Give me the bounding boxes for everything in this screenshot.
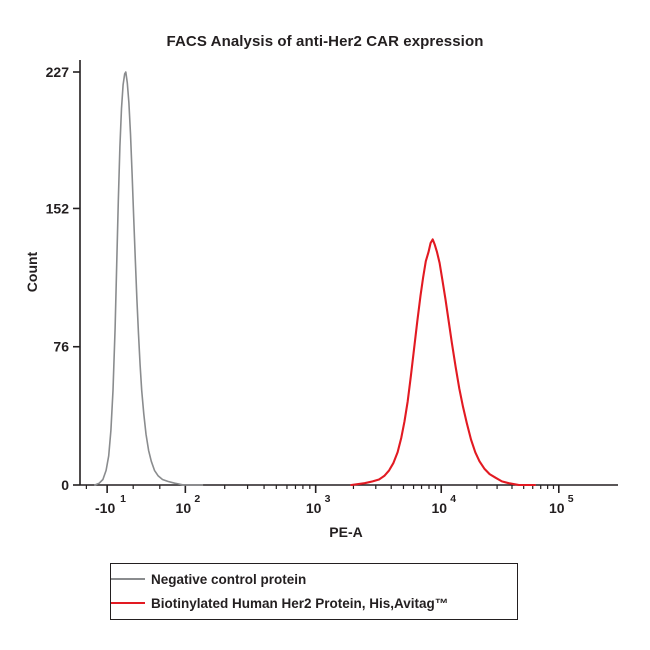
legend-box: Negative control protein Biotinylated Hu… xyxy=(110,563,518,620)
x-tick-exponent: 5 xyxy=(568,493,574,505)
x-tick-label: 10 xyxy=(306,500,322,516)
x-tick-label: 10 xyxy=(176,500,192,516)
legend-item-negative-control: Negative control protein xyxy=(111,567,511,591)
legend-item-her2-protein: Biotinylated Human Her2 Protein, His,Avi… xyxy=(111,591,511,615)
y-tick-label: 76 xyxy=(53,339,69,355)
y-tick-label: 227 xyxy=(46,64,70,80)
chart-title: FACS Analysis of anti-Her2 CAR expressio… xyxy=(166,33,484,50)
legend-label-her2-protein: Biotinylated Human Her2 Protein, His,Avi… xyxy=(151,595,449,611)
x-axis-title: PE-A xyxy=(329,524,363,540)
x-tick-exponent: 1 xyxy=(120,493,126,505)
negative-control-line-swatch xyxy=(111,578,145,580)
x-tick-label: -10 xyxy=(95,500,115,516)
x-tick-label: 10 xyxy=(549,500,565,516)
x-tick-exponent: 2 xyxy=(194,493,200,505)
x-tick-exponent: 4 xyxy=(450,493,456,505)
curve-negative-control xyxy=(94,71,204,486)
x-tick-exponent: 3 xyxy=(325,493,331,505)
legend-label-negative-control: Negative control protein xyxy=(151,571,307,587)
curve-her2-protein xyxy=(350,238,536,487)
her2-protein-line-swatch xyxy=(111,602,145,604)
y-tick-label: 0 xyxy=(61,477,69,493)
x-tick-label: 10 xyxy=(431,500,447,516)
y-tick-label: 152 xyxy=(46,200,70,216)
